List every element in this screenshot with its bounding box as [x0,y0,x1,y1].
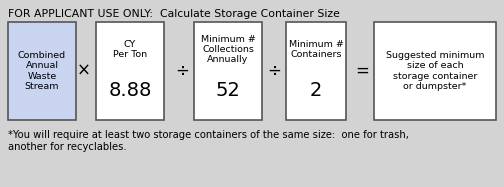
Text: FOR APPLICANT USE ONLY:  Calculate Storage Container Size: FOR APPLICANT USE ONLY: Calculate Storag… [8,9,340,19]
Text: 52: 52 [216,81,240,100]
Text: CY
Per Ton: CY Per Ton [113,40,147,59]
Text: 8.88: 8.88 [108,81,152,100]
Text: *You will require at least two storage containers of the same size:  one for tra: *You will require at least two storage c… [8,130,409,152]
Text: Suggested minimum
size of each
storage container
or dumpster*: Suggested minimum size of each storage c… [386,51,484,91]
Text: 2: 2 [310,81,322,100]
FancyBboxPatch shape [194,22,262,120]
Text: ÷: ÷ [267,62,281,80]
Text: =: = [355,62,369,80]
Text: ×: × [77,62,91,80]
Text: Combined
Annual
Waste
Stream: Combined Annual Waste Stream [18,51,66,91]
Text: Minimum #
Containers: Minimum # Containers [289,40,343,59]
FancyBboxPatch shape [96,22,164,120]
FancyBboxPatch shape [286,22,346,120]
FancyBboxPatch shape [8,22,76,120]
Text: ÷: ÷ [175,62,189,80]
Text: Minimum #
Collections
Annually: Minimum # Collections Annually [201,35,256,64]
FancyBboxPatch shape [374,22,496,120]
